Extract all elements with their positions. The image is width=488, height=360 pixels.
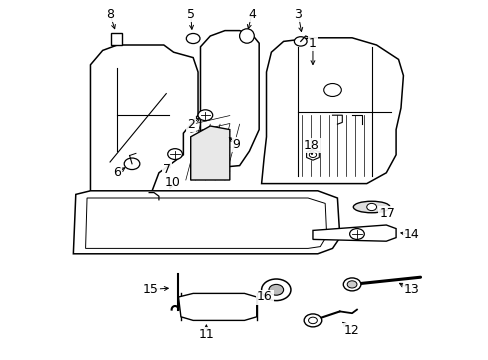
Polygon shape <box>90 45 198 205</box>
Text: 15: 15 <box>142 283 158 296</box>
Text: 5: 5 <box>186 8 194 21</box>
Text: 6: 6 <box>113 166 121 179</box>
Circle shape <box>261 279 290 301</box>
Text: 1: 1 <box>308 37 316 50</box>
Text: 9: 9 <box>232 138 240 150</box>
Polygon shape <box>306 149 319 160</box>
Circle shape <box>349 229 364 239</box>
Circle shape <box>198 110 212 121</box>
Text: 12: 12 <box>343 324 358 337</box>
Text: 4: 4 <box>247 8 255 21</box>
Circle shape <box>308 152 316 158</box>
Text: 7: 7 <box>163 163 171 176</box>
Circle shape <box>346 281 356 288</box>
Polygon shape <box>261 38 403 184</box>
Polygon shape <box>190 126 229 180</box>
Circle shape <box>343 278 360 291</box>
Text: 17: 17 <box>379 207 394 220</box>
Polygon shape <box>85 198 326 248</box>
Text: 16: 16 <box>257 291 272 303</box>
Circle shape <box>294 37 306 46</box>
Circle shape <box>323 84 341 96</box>
Polygon shape <box>178 293 256 320</box>
Circle shape <box>167 149 182 159</box>
Text: 18: 18 <box>304 139 319 152</box>
Circle shape <box>124 158 140 170</box>
Text: 3: 3 <box>294 8 302 21</box>
Circle shape <box>186 33 200 44</box>
FancyBboxPatch shape <box>111 33 122 45</box>
Ellipse shape <box>239 29 254 43</box>
Circle shape <box>304 314 321 327</box>
Circle shape <box>308 317 317 324</box>
Text: 11: 11 <box>198 328 214 341</box>
Text: 8: 8 <box>106 8 114 21</box>
Text: 10: 10 <box>164 176 180 189</box>
Polygon shape <box>73 191 339 254</box>
Polygon shape <box>200 31 259 169</box>
Circle shape <box>366 203 376 211</box>
Text: 13: 13 <box>403 283 419 296</box>
Polygon shape <box>312 225 395 241</box>
Text: 14: 14 <box>403 228 419 241</box>
Text: 2: 2 <box>186 118 194 131</box>
Ellipse shape <box>352 201 389 213</box>
Circle shape <box>268 284 283 295</box>
